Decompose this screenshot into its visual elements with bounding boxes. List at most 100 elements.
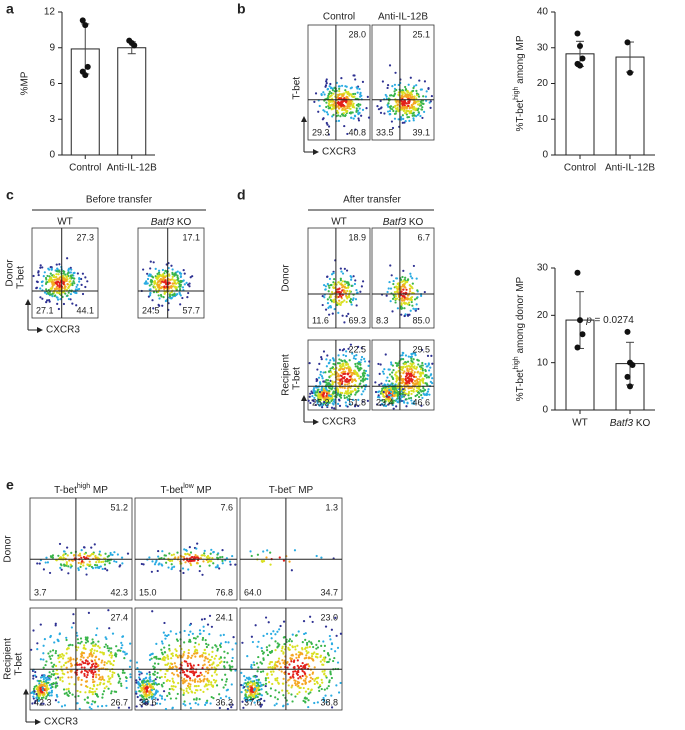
event-dot bbox=[260, 688, 263, 691]
event-dot bbox=[309, 615, 312, 618]
event-dot bbox=[341, 280, 344, 283]
event-dot bbox=[392, 388, 396, 391]
text-run: p bbox=[585, 315, 592, 326]
event-dot bbox=[319, 370, 322, 374]
event-dot bbox=[415, 277, 418, 280]
event-dot bbox=[50, 661, 53, 664]
quadrant-value: 51.8 bbox=[348, 397, 366, 407]
event-dot bbox=[425, 90, 428, 93]
event-dot bbox=[64, 552, 67, 555]
event-dot bbox=[189, 564, 193, 567]
event-dot bbox=[328, 658, 331, 661]
event-dot bbox=[385, 294, 388, 297]
event-dot bbox=[404, 377, 407, 381]
event-dot bbox=[404, 354, 408, 357]
event-dot bbox=[325, 404, 328, 408]
event-dot bbox=[388, 379, 391, 383]
event-dot bbox=[79, 690, 82, 694]
event-dot bbox=[262, 560, 266, 563]
event-dot bbox=[203, 549, 206, 552]
event-dot bbox=[286, 703, 289, 706]
event-dot bbox=[320, 355, 323, 359]
event-dot bbox=[295, 656, 298, 659]
event-dot bbox=[55, 681, 58, 684]
event-dot bbox=[67, 676, 70, 679]
event-dot bbox=[330, 406, 334, 409]
quadrant-value: 28.0 bbox=[348, 29, 366, 39]
event-dot bbox=[201, 573, 204, 576]
event-dot bbox=[44, 697, 48, 700]
event-dot bbox=[66, 294, 69, 297]
event-dot bbox=[91, 655, 94, 658]
event-dot bbox=[276, 646, 279, 649]
event-dot bbox=[82, 564, 85, 567]
event-dot bbox=[345, 380, 349, 383]
event-dot bbox=[216, 564, 219, 567]
event-dot bbox=[276, 665, 279, 668]
event-dot bbox=[65, 688, 68, 691]
event-dot bbox=[330, 647, 333, 651]
event-dot bbox=[153, 563, 157, 566]
event-dot bbox=[47, 678, 50, 681]
event-dot bbox=[125, 686, 128, 689]
event-dot bbox=[402, 351, 405, 355]
event-dot bbox=[421, 116, 424, 120]
event-dot bbox=[345, 85, 348, 88]
event-dot bbox=[240, 691, 243, 694]
event-dot bbox=[89, 666, 93, 669]
event-dot bbox=[281, 647, 284, 650]
event-dot bbox=[326, 282, 329, 286]
event-dot bbox=[318, 390, 322, 394]
event-dot bbox=[339, 115, 342, 118]
event-dot bbox=[287, 640, 291, 643]
event-dot bbox=[332, 659, 335, 663]
event-dot bbox=[402, 389, 405, 393]
event-dot bbox=[343, 396, 346, 400]
event-dot bbox=[92, 652, 95, 655]
event-dot bbox=[62, 688, 66, 691]
event-dot bbox=[57, 676, 60, 679]
event-dot bbox=[353, 387, 357, 391]
event-dot bbox=[374, 381, 377, 384]
event-dot bbox=[320, 402, 323, 405]
event-dot bbox=[352, 275, 355, 278]
event-dot bbox=[408, 313, 411, 316]
event-dot bbox=[58, 291, 61, 294]
event-dot bbox=[164, 707, 168, 711]
event-dot bbox=[388, 368, 391, 371]
event-dot bbox=[331, 312, 334, 315]
event-dot bbox=[163, 621, 166, 625]
text-run: MP bbox=[90, 485, 108, 496]
event-dot bbox=[315, 647, 318, 650]
event-dot bbox=[357, 117, 360, 120]
event-dot bbox=[296, 644, 299, 647]
event-dot bbox=[62, 272, 65, 275]
event-dot bbox=[208, 633, 211, 636]
event-dot bbox=[194, 637, 197, 640]
event-dot bbox=[73, 282, 76, 285]
event-dot bbox=[397, 291, 400, 294]
event-dot bbox=[410, 300, 413, 304]
event-dot bbox=[48, 694, 51, 697]
event-dot bbox=[414, 394, 417, 398]
event-dot bbox=[99, 651, 102, 654]
event-dot bbox=[112, 659, 116, 663]
event-dot bbox=[330, 370, 333, 374]
quadrant-value: 27.1 bbox=[36, 305, 54, 315]
event-dot bbox=[115, 560, 118, 564]
event-dot bbox=[297, 630, 300, 633]
event-dot bbox=[408, 287, 412, 290]
event-dot bbox=[409, 309, 412, 312]
event-dot bbox=[122, 669, 125, 672]
event-dot bbox=[340, 382, 344, 385]
event-dot bbox=[394, 295, 397, 298]
event-dot bbox=[52, 275, 55, 279]
event-dot bbox=[169, 697, 172, 700]
event-dot bbox=[339, 396, 343, 399]
event-dot bbox=[343, 321, 346, 324]
event-dot bbox=[204, 639, 207, 642]
quadrant-value: 42.3 bbox=[110, 587, 128, 597]
event-dot bbox=[337, 111, 340, 114]
event-dot bbox=[105, 662, 108, 665]
event-dot bbox=[325, 358, 328, 361]
